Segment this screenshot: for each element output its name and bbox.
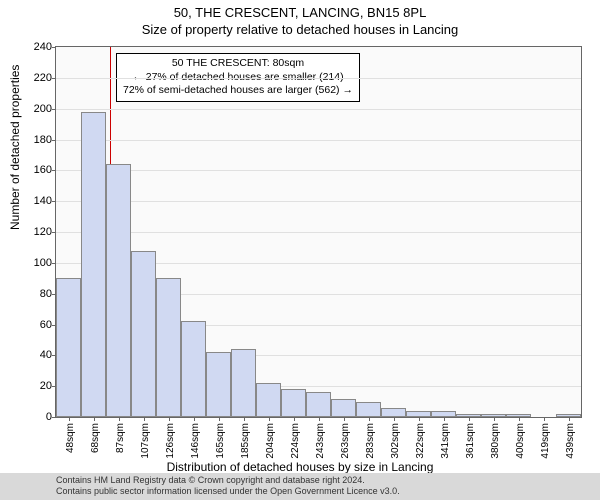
y-axis-label: Number of detached properties [8,65,22,230]
bar [56,278,81,417]
bar [281,389,306,417]
xtick-mark [294,417,295,421]
plot-area: 50 THE CRESCENT: 80sqm ← 27% of detached… [55,46,582,418]
xtick-mark [219,417,220,421]
bar [106,164,131,417]
xtick-mark [69,417,70,421]
ytick-mark [52,232,56,233]
xtick-mark [569,417,570,421]
ytick-label: 80 [40,288,52,300]
ytick-label: 240 [34,41,52,53]
bar [81,112,106,417]
gridline [56,201,581,202]
xtick-label: 361sqm [465,423,476,459]
ytick-label: 0 [46,411,52,423]
xtick-label: 224sqm [290,423,301,459]
ytick-label: 180 [34,134,52,146]
ytick-label: 20 [40,380,52,392]
bar [181,321,206,417]
ytick-label: 40 [40,349,52,361]
xtick-mark [144,417,145,421]
bar [306,392,331,417]
xtick-label: 439sqm [565,423,576,459]
xtick-mark [394,417,395,421]
xtick-mark [169,417,170,421]
gridline [56,78,581,79]
bar [256,383,281,417]
xtick-label: 68sqm [90,423,101,453]
chart-container: 50, THE CRESCENT, LANCING, BN15 8PL Size… [0,0,600,500]
xtick-label: 87sqm [115,423,126,453]
xtick-label: 126sqm [165,423,176,459]
ytick-mark [52,47,56,48]
xtick-label: 322sqm [415,423,426,459]
gridline [56,170,581,171]
footer-line-2: Contains public sector information licen… [56,486,594,497]
bar [331,399,356,418]
xtick-mark [444,417,445,421]
xtick-mark [194,417,195,421]
bar [131,251,156,418]
ytick-mark [52,109,56,110]
ytick-label: 220 [34,72,52,84]
xtick-mark [344,417,345,421]
chart-subtitle: Size of property relative to detached ho… [0,20,600,37]
xtick-mark [419,417,420,421]
ytick-mark [52,201,56,202]
xtick-label: 243sqm [315,423,326,459]
xtick-label: 400sqm [515,423,526,459]
ytick-label: 60 [40,319,52,331]
ytick-mark [52,140,56,141]
gridline [56,140,581,141]
xtick-mark [469,417,470,421]
xtick-mark [544,417,545,421]
ytick-mark [52,78,56,79]
footer-line-1: Contains HM Land Registry data © Crown c… [56,475,594,486]
bar [381,408,406,417]
ytick-label: 160 [34,164,52,176]
ytick-mark [52,170,56,171]
ytick-label: 200 [34,103,52,115]
xtick-label: 419sqm [540,423,551,459]
xtick-mark [319,417,320,421]
xtick-label: 302sqm [390,423,401,459]
xtick-mark [269,417,270,421]
ytick-label: 140 [34,195,52,207]
ytick-label: 120 [34,226,52,238]
page-title: 50, THE CRESCENT, LANCING, BN15 8PL [0,0,600,20]
xtick-label: 204sqm [265,423,276,459]
xtick-label: 165sqm [215,423,226,459]
x-axis-label: Distribution of detached houses by size … [0,460,600,474]
xtick-mark [369,417,370,421]
ytick-mark [52,417,56,418]
annotation-line-3: 72% of semi-detached houses are larger (… [123,84,353,98]
bar [356,402,381,417]
xtick-mark [519,417,520,421]
bar [206,352,231,417]
xtick-label: 48sqm [65,423,76,453]
xtick-mark [244,417,245,421]
xtick-label: 107sqm [140,423,151,459]
gridline [56,109,581,110]
xtick-label: 380sqm [490,423,501,459]
annotation-line-1: 50 THE CRESCENT: 80sqm [123,57,353,71]
bar [231,349,256,417]
gridline [56,232,581,233]
xtick-mark [494,417,495,421]
xtick-label: 185sqm [240,423,251,459]
bar [156,278,181,417]
footer-attribution: Contains HM Land Registry data © Crown c… [0,473,600,500]
ytick-mark [52,263,56,264]
xtick-label: 283sqm [365,423,376,459]
xtick-label: 341sqm [440,423,451,459]
ytick-label: 100 [34,257,52,269]
xtick-label: 263sqm [340,423,351,459]
xtick-mark [94,417,95,421]
xtick-label: 146sqm [190,423,201,459]
xtick-mark [119,417,120,421]
